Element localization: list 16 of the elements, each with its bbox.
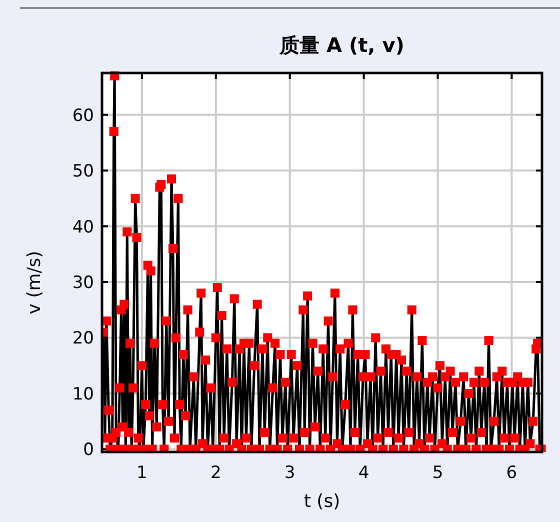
y-tick-label: 30: [72, 273, 94, 294]
x-axis-title: t (s): [304, 491, 340, 512]
x-tick-label: 3: [284, 463, 296, 483]
x-tick-label: 6: [506, 463, 518, 483]
y-tick-label: 50: [72, 162, 94, 182]
y-tick-label: 20: [72, 328, 94, 349]
chart-title: 质量 A (t, v): [278, 33, 404, 57]
y-tick-label: 0: [83, 440, 94, 460]
y-tick-label: 40: [72, 217, 94, 238]
x-tick-label: 2: [210, 463, 222, 483]
x-tick-label: 4: [358, 463, 370, 483]
x-tick-label: 1: [136, 463, 148, 483]
y-axis-title: v (m/s): [24, 250, 45, 314]
y-tick-label: 60: [72, 106, 94, 126]
x-tick-label: 5: [432, 463, 444, 483]
y-tick-label: 10: [72, 384, 94, 404]
